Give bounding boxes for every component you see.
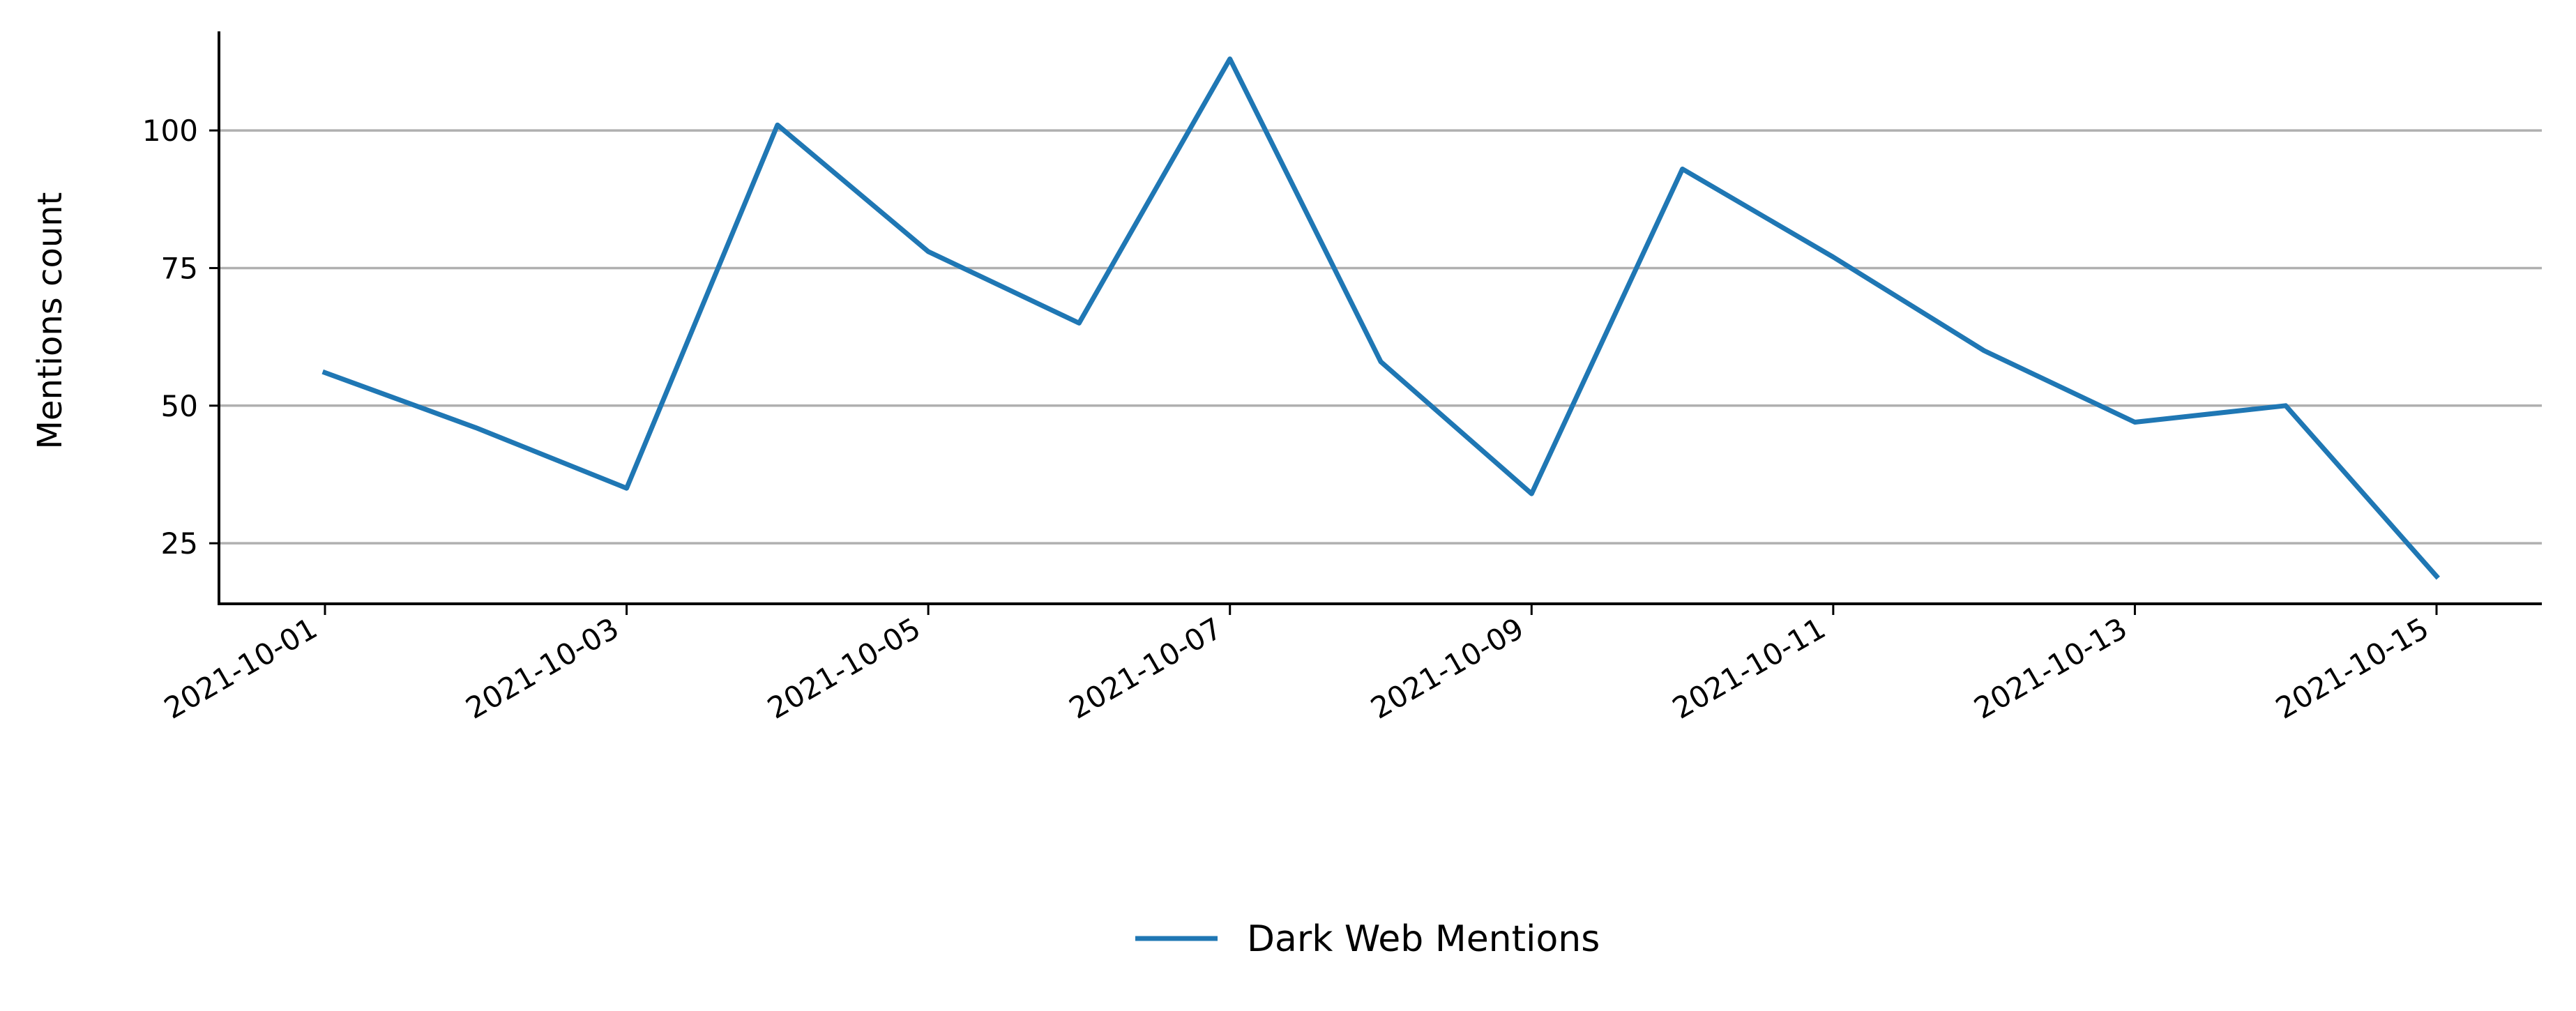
series-lines [321,56,2440,580]
x-tick-label: 2021-10-11 [1667,611,1831,725]
x-tick-label: 2021-10-01 [158,611,323,725]
y-ticks: 25 50 75 100 [142,114,219,561]
x-tick-label: 2021-10-09 [1365,611,1529,725]
y-gridlines [219,129,2542,545]
legend: Dark Web Mentions [1135,918,1600,960]
x-tick-label: 2021-10-03 [460,611,625,725]
x-ticks: 2021-10-01 2021-10-03 2021-10-05 2021-10-07… [158,604,2438,726]
series-line [321,56,2440,580]
legend-label: Dark Web Mentions [1247,918,1600,960]
y-tick-label: 50 [161,389,198,423]
x-tick-label: 2021-10-13 [1969,611,2133,725]
axes [218,31,2542,605]
x-tick-label: 2021-10-15 [2270,611,2434,725]
x-tick-label: 2021-10-05 [762,611,926,725]
y-axis-label: Mentions count [31,192,70,450]
y-tick-label: 100 [142,114,198,148]
x-tick-label: 2021-10-07 [1063,611,1228,725]
y-tick-label: 25 [161,526,198,561]
y-tick-label: 75 [161,251,198,285]
